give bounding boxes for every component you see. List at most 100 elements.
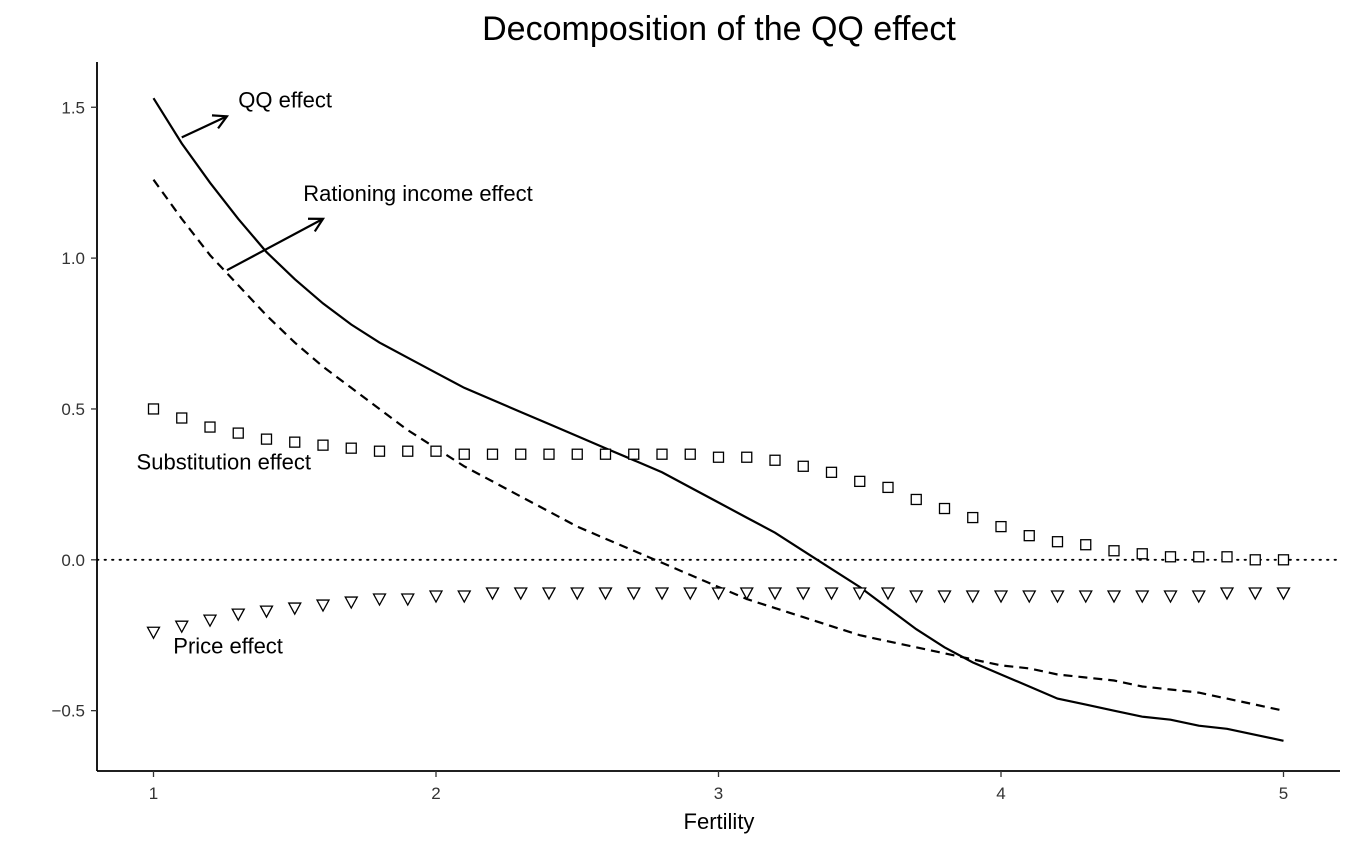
price-effect-point [739,587,754,601]
price-effect-point [852,587,867,601]
price-effect-point [767,587,783,601]
substitution-effect-point [515,448,527,460]
price-effect-point [1276,587,1291,601]
x-axis-title: Fertility [684,809,755,834]
substitution-effect-point [458,448,470,460]
rationing-arrow-shaft [226,217,324,272]
substitution-effect-point [430,445,442,457]
price-effect-point [513,587,528,601]
price-effect-point [1219,587,1235,601]
substitution-effect-point [882,481,894,494]
rationing-annotation-label: Rationing income effect [303,181,533,206]
price-effect-point [880,587,896,601]
x-tick-label: 4 [996,784,1005,803]
price-effect-point [824,587,839,601]
substitution-effect-point [147,403,160,415]
substitution-effect-point [486,448,499,460]
substitution-effect-point [1023,530,1035,542]
substitution-annotation-label: Substitution effect [137,449,311,474]
substitution-effect-point [741,451,753,463]
price-effect-point [937,590,952,604]
y-tick-label: 0.5 [61,400,85,419]
price-effect-point [965,590,980,604]
substitution-effect-point [910,493,922,506]
price-effect-point [315,599,331,613]
price-effect-point [598,587,613,601]
price-effect-point [541,587,557,601]
substitution-effect-point [1193,551,1205,563]
price-effect-point [259,605,274,619]
price-effect-point [711,587,726,601]
price-effect-point [344,596,359,610]
rationing-arrow-head [307,217,326,233]
rationing-income-effect-line [152,179,1284,712]
substitution-effect-point [1249,554,1261,566]
substitution-effect-point [1080,539,1092,551]
x-tick-label: 1 [149,784,158,803]
price-effect-point [1135,590,1150,604]
substitution-effect-point [260,433,273,445]
substitution-effect-point [769,454,781,466]
qq-arrow-head [211,114,230,130]
price-effect-point [457,590,472,604]
price-effect-point [1248,587,1263,601]
substitution-effect-point [571,448,583,460]
substitution-effect-point [967,511,979,524]
price-effect-point [683,587,698,601]
substitution-effect-point [232,427,244,439]
substitution-effect-point [797,460,809,472]
substitution-effect-point [599,448,612,460]
x-tick-label: 2 [431,784,440,803]
qq-effect-line [152,97,1284,742]
y-tick-label: 1.5 [61,98,85,117]
price-effect-point [174,620,189,634]
substitution-effect-point [402,445,414,457]
substitution-effect-point [684,448,696,460]
price-annotation-label: Price effect [173,633,283,658]
substitution-effect-point [854,475,866,488]
substitution-effect-point [938,502,951,515]
price-effect-point [1163,590,1178,604]
price-effect-point [428,590,444,604]
substitution-effect-point [825,466,838,478]
substitution-effect-point [373,445,386,457]
price-effect-point [993,590,1009,604]
price-effect-point [485,587,500,601]
substitution-effect-point [712,451,725,463]
substitution-effect-point [1164,551,1177,563]
price-effect-point [909,590,924,604]
price-effect-point [372,593,387,607]
price-effect-point [231,608,246,622]
substitution-effect-point [317,439,329,451]
qq-arrow-shaft [181,115,228,139]
price-effect-point [146,626,161,640]
price-effect-point [570,587,585,601]
price-effect-point [796,587,811,601]
substitution-effect-point [543,448,555,460]
substitution-effect-point [656,448,668,460]
substitution-effect-point [628,448,640,460]
price-effect-point [1050,590,1065,604]
substitution-effect-point [1221,551,1233,563]
price-effect-point [287,602,302,616]
substitution-effect-point [176,412,188,424]
substitution-effect-point [995,520,1007,533]
substitution-effect-point [1136,548,1148,560]
y-tick-label: 1.0 [61,249,85,268]
y-tick-label: 0.0 [61,551,85,570]
substitution-effect-point [1108,545,1120,557]
substitution-effect-point [289,436,301,448]
price-effect-point [654,587,670,601]
price-effect-point [1106,590,1122,604]
x-tick-label: 5 [1279,784,1288,803]
y-tick-label: −0.5 [51,702,85,721]
price-effect-point [202,614,218,628]
price-effect-point [1191,590,1206,604]
substitution-effect-point [1277,554,1290,566]
price-effect-point [1078,590,1093,604]
substitution-effect-point [345,442,357,454]
price-effect-point [400,593,415,607]
substitution-effect-point [204,421,216,433]
price-effect-point [1022,590,1037,604]
